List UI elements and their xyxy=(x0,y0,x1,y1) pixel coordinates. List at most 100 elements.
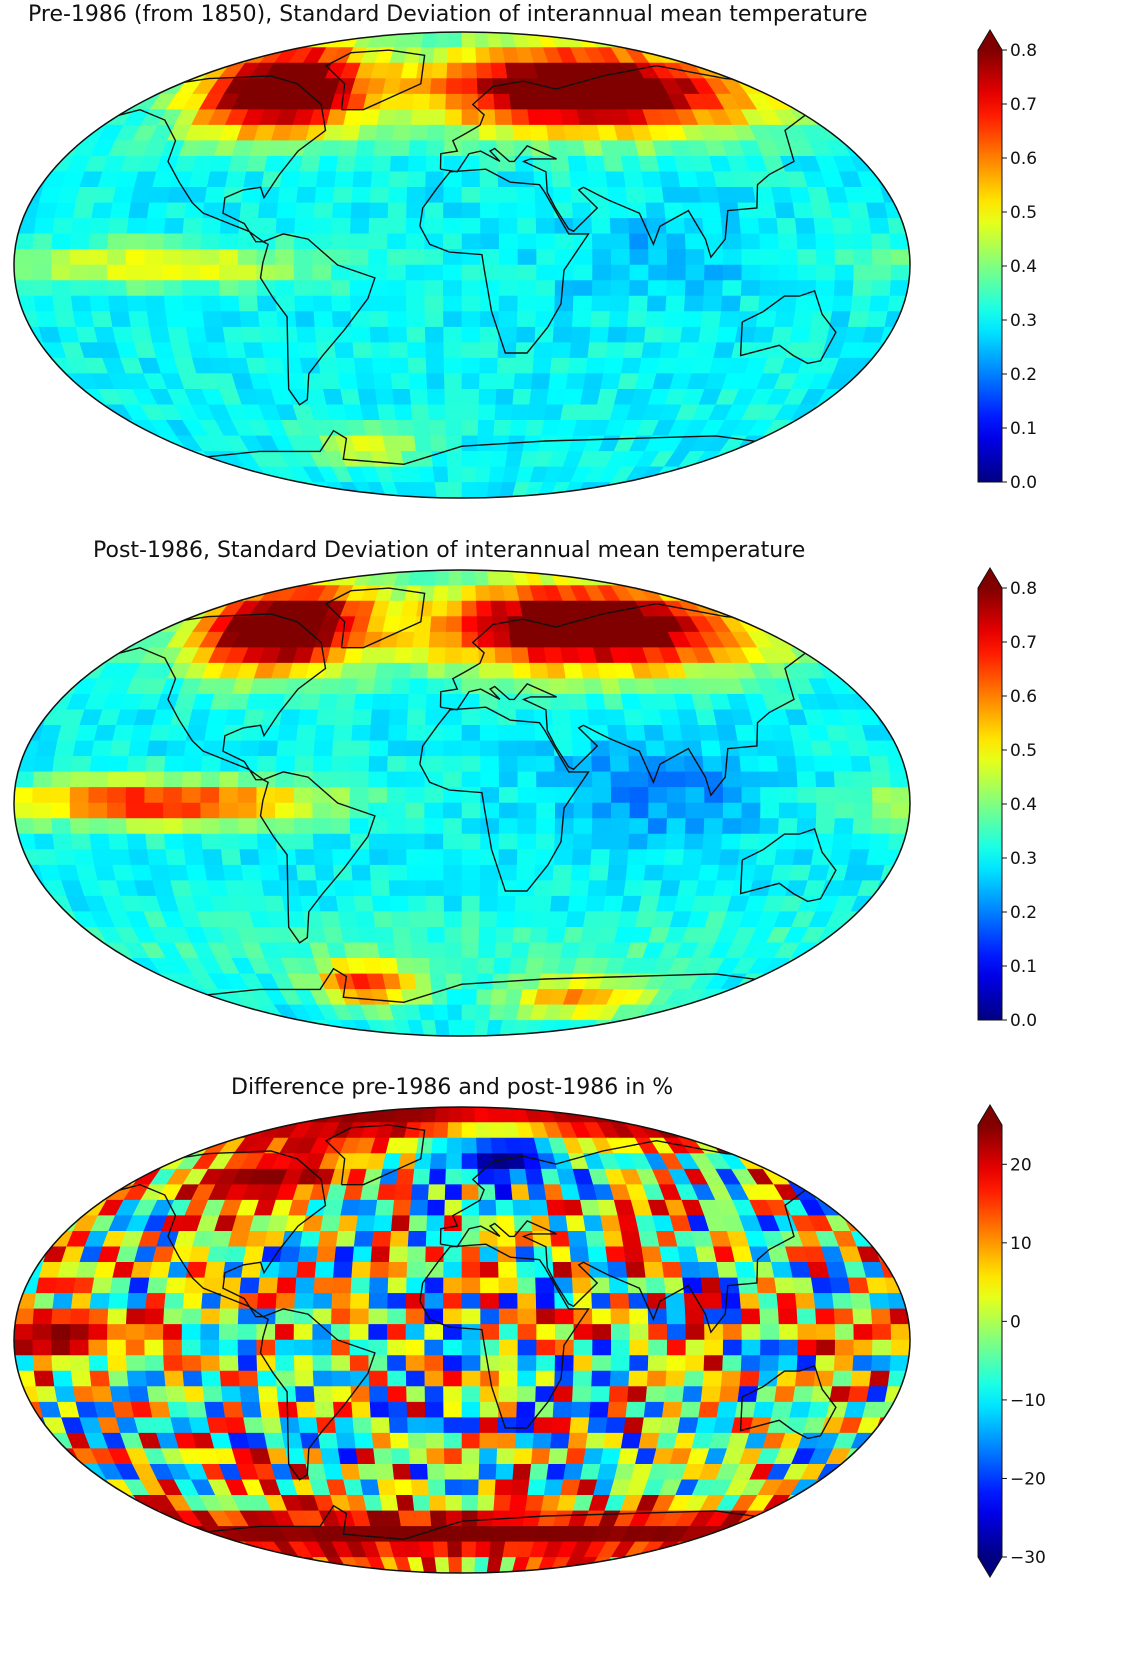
grid-cell xyxy=(636,32,667,48)
grid-cell xyxy=(89,833,111,850)
grid-cell xyxy=(45,1199,74,1217)
grid-cell xyxy=(816,1324,836,1341)
grid-cell xyxy=(275,802,295,819)
grid-cell xyxy=(111,62,146,79)
grid-cell xyxy=(203,1107,238,1123)
grid-cell xyxy=(516,725,536,742)
grid-cell xyxy=(475,466,492,483)
grid-cell xyxy=(527,404,547,421)
grid-cell xyxy=(444,404,463,421)
grid-cell xyxy=(143,466,179,483)
grid-cell xyxy=(353,155,374,173)
grid-cell xyxy=(567,693,589,711)
grid-cell xyxy=(108,833,130,850)
grid-cell xyxy=(285,482,313,498)
grid-cell xyxy=(752,864,775,881)
grid-cell xyxy=(109,849,132,866)
grid-cell xyxy=(201,756,222,773)
grid-cell xyxy=(698,1401,720,1418)
grid-cell xyxy=(350,756,370,773)
grid-cell xyxy=(517,218,537,235)
grid-cell xyxy=(88,1308,109,1325)
grid-cell xyxy=(461,280,481,297)
grid-cell xyxy=(750,1526,783,1543)
grid-cell xyxy=(765,616,796,633)
grid-cell xyxy=(331,756,352,773)
grid-cell xyxy=(141,600,174,617)
grid-cell xyxy=(206,342,229,359)
grid-cell xyxy=(317,895,339,913)
grid-cell xyxy=(405,1339,425,1356)
grid-cell xyxy=(352,342,373,359)
grid-cell xyxy=(474,1557,490,1573)
grid-cell xyxy=(572,1370,593,1387)
grid-cell xyxy=(222,187,244,204)
grid-cell xyxy=(677,171,700,188)
grid-cell xyxy=(80,78,114,95)
colorbar-tick-label: 0.4 xyxy=(1010,795,1037,815)
grid-cell xyxy=(405,818,426,835)
grid-cell xyxy=(353,357,374,375)
grid-cell xyxy=(343,942,364,959)
grid-cell xyxy=(429,616,448,633)
grid-cell xyxy=(764,600,798,617)
grid-cell xyxy=(405,771,426,788)
grid-cell xyxy=(548,911,569,928)
grid-cell xyxy=(722,818,743,835)
coastline xyxy=(439,602,847,797)
grid-cell xyxy=(745,1004,781,1021)
grid-cell xyxy=(125,818,147,835)
grid-cell xyxy=(569,171,590,188)
grid-cell xyxy=(245,1230,268,1248)
grid-cell xyxy=(572,756,593,773)
grid-cell xyxy=(373,1448,394,1465)
grid-cell xyxy=(736,1557,775,1573)
grid-cell xyxy=(517,818,537,835)
grid-cell xyxy=(275,249,295,266)
grid-cell xyxy=(745,1541,781,1558)
grid-cell xyxy=(257,32,288,48)
grid-cell xyxy=(51,264,71,281)
grid-cell xyxy=(789,187,812,204)
grid-cell xyxy=(759,818,780,835)
grid-cell xyxy=(425,1246,445,1263)
grid-cell xyxy=(476,989,493,1006)
grid-cell xyxy=(149,1557,188,1573)
grid-cell xyxy=(296,864,317,881)
grid-cell xyxy=(517,1355,537,1372)
grid-cell xyxy=(810,973,844,990)
grid-cell xyxy=(72,647,102,664)
grid-cell xyxy=(239,311,261,328)
grid-cell xyxy=(822,1184,852,1201)
grid-cell xyxy=(446,451,463,468)
grid-cell xyxy=(93,1262,117,1279)
grid-cell xyxy=(772,47,810,64)
grid-cell xyxy=(70,833,92,850)
grid-cell xyxy=(665,1370,686,1387)
grid-cell xyxy=(392,1463,412,1481)
grid-cell xyxy=(201,218,222,235)
grid-cell xyxy=(444,1448,463,1465)
grid-cell xyxy=(320,678,342,695)
grid-cell xyxy=(405,264,425,281)
grid-cell xyxy=(732,585,767,602)
grid-cell xyxy=(188,709,211,726)
grid-cell xyxy=(461,709,481,726)
grid-cell xyxy=(525,1495,545,1512)
grid-cell xyxy=(680,864,702,881)
grid-cell xyxy=(183,849,205,866)
grid-cell xyxy=(461,616,479,633)
grid-cell xyxy=(72,202,95,219)
grid-cell xyxy=(343,109,364,126)
grid-cell xyxy=(429,78,448,95)
grid-cell xyxy=(357,1199,378,1217)
grid-cell xyxy=(259,326,281,343)
grid-cell xyxy=(297,171,319,188)
grid-cell xyxy=(360,404,381,421)
grid-cell xyxy=(331,280,351,297)
grid-cell xyxy=(428,93,447,110)
grid-cell xyxy=(165,202,187,219)
grid-cell xyxy=(582,140,604,157)
grid-cell xyxy=(691,466,723,483)
grid-cell xyxy=(52,218,74,235)
